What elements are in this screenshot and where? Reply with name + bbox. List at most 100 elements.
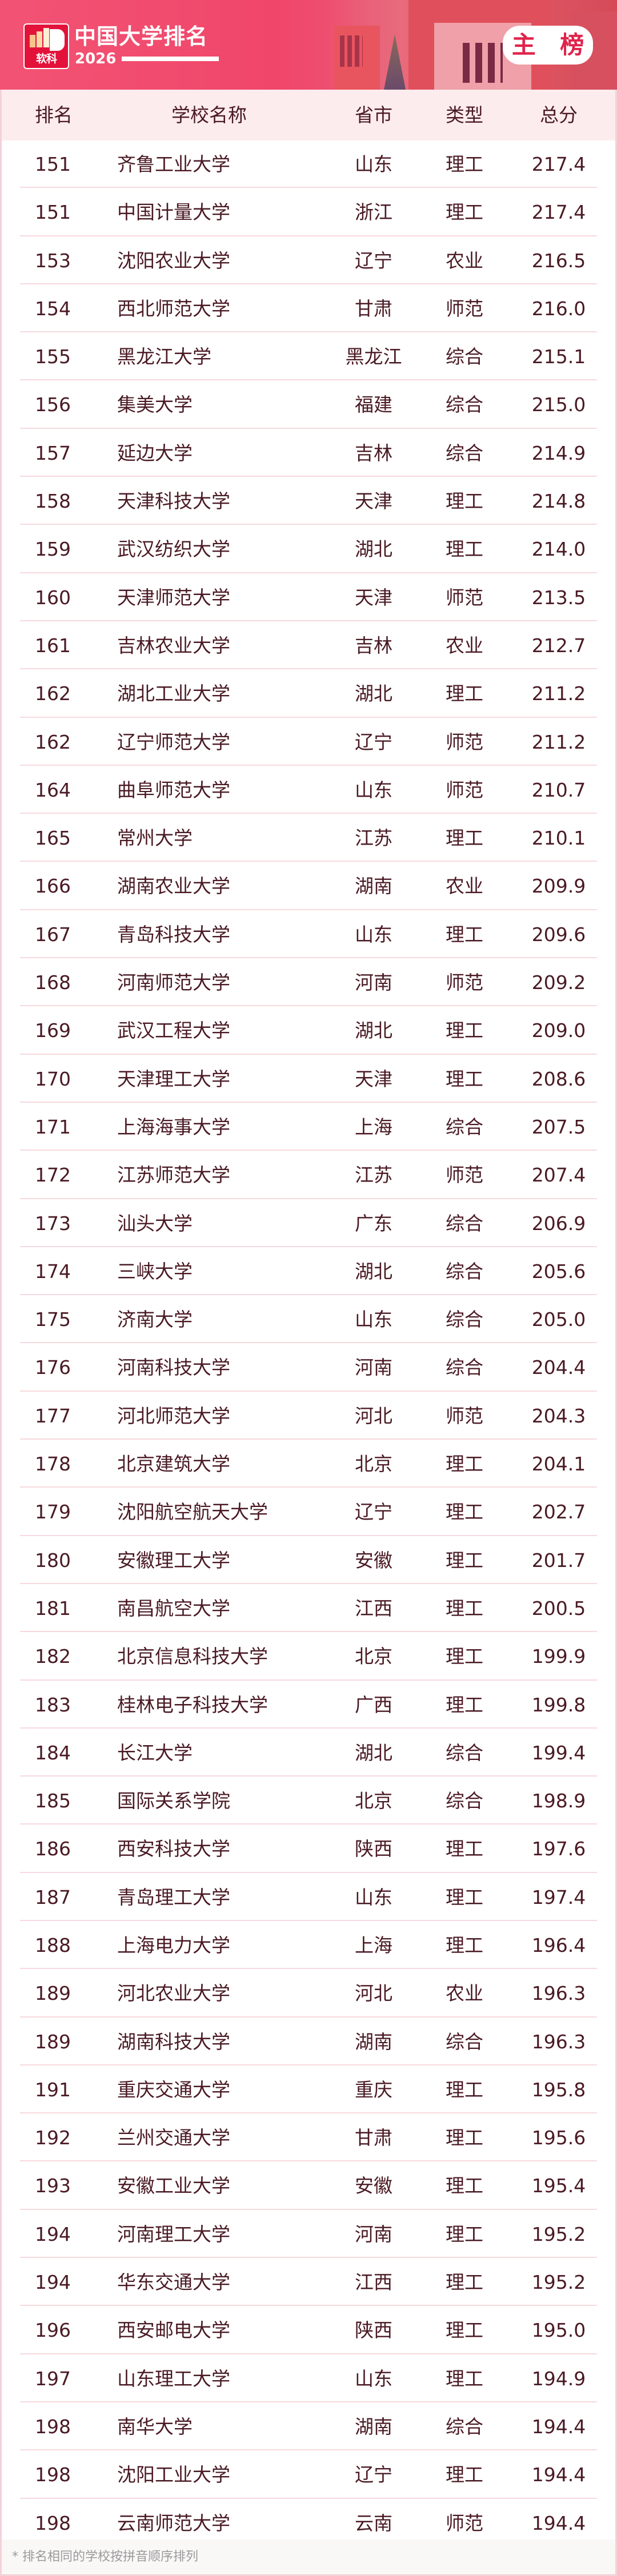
province-cell: 辽宁 bbox=[355, 1501, 392, 1524]
score-cell: 216.0 bbox=[531, 297, 586, 320]
school-name-cell: 中国计量大学 bbox=[117, 201, 230, 224]
type-cell: 理工 bbox=[446, 2175, 483, 2197]
rank-cell: 174 bbox=[35, 1260, 71, 1283]
school-name-cell: 河北师范大学 bbox=[117, 1404, 230, 1427]
score-cell: 196.4 bbox=[531, 1934, 586, 1956]
school-name-cell: 江苏师范大学 bbox=[117, 1164, 230, 1187]
score-cell: 199.4 bbox=[531, 1741, 586, 1764]
score-cell: 194.9 bbox=[531, 2367, 586, 2390]
table-row: 158 天津科技大学 天津 理工 214.8 bbox=[2, 477, 615, 525]
footnote: * 排名相同的学校按拼音顺序排列 bbox=[2, 2539, 615, 2574]
title-underline bbox=[122, 57, 219, 61]
rank-cell: 184 bbox=[35, 1741, 71, 1764]
table-row: 164 曲阜师范大学 山东 师范 210.7 bbox=[2, 766, 615, 814]
province-cell: 广西 bbox=[355, 1693, 392, 1716]
score-cell: 213.5 bbox=[531, 586, 586, 609]
column-header-province: 省市 bbox=[355, 104, 392, 126]
province-cell: 河南 bbox=[355, 2223, 392, 2245]
score-cell: 208.6 bbox=[531, 1067, 586, 1090]
type-cell: 综合 bbox=[446, 345, 483, 368]
rank-cell: 196 bbox=[35, 2319, 71, 2342]
type-cell: 农业 bbox=[446, 634, 483, 657]
school-name-cell: 河南师范大学 bbox=[117, 971, 230, 994]
province-cell: 山东 bbox=[355, 153, 392, 175]
rank-cell: 154 bbox=[35, 297, 71, 320]
type-cell: 师范 bbox=[446, 1404, 483, 1427]
type-cell: 理工 bbox=[446, 827, 483, 850]
building-windows bbox=[340, 35, 363, 67]
table-row: 184 长江大学 湖北 综合 199.4 bbox=[2, 1729, 615, 1777]
province-cell: 辽宁 bbox=[355, 2464, 392, 2486]
score-cell: 207.4 bbox=[531, 1164, 586, 1187]
rank-cell: 188 bbox=[35, 1934, 71, 1956]
score-cell: 194.4 bbox=[531, 2415, 586, 2438]
score-cell: 195.4 bbox=[531, 2175, 586, 2197]
school-name-cell: 北京信息科技大学 bbox=[117, 1645, 268, 1668]
score-cell: 204.4 bbox=[531, 1356, 586, 1379]
rank-cell: 198 bbox=[35, 2511, 71, 2534]
table-row: 171 上海海事大学 上海 综合 207.5 bbox=[2, 1103, 615, 1151]
score-cell: 195.6 bbox=[531, 2127, 586, 2149]
type-cell: 综合 bbox=[446, 1790, 483, 1813]
province-cell: 江苏 bbox=[355, 1164, 392, 1187]
table-row: 188 上海电力大学 上海 理工 196.4 bbox=[2, 1922, 615, 1970]
type-cell: 理工 bbox=[446, 1645, 483, 1668]
score-cell: 202.7 bbox=[531, 1501, 586, 1524]
school-name-cell: 西安科技大学 bbox=[117, 1838, 230, 1860]
rank-cell: 193 bbox=[35, 2175, 71, 2197]
province-cell: 广东 bbox=[355, 1212, 392, 1235]
table-row: 162 湖北工业大学 湖北 理工 211.2 bbox=[2, 670, 615, 718]
rank-cell: 159 bbox=[35, 538, 71, 561]
type-cell: 综合 bbox=[446, 2415, 483, 2438]
type-cell: 理工 bbox=[446, 1886, 483, 1908]
table-row: 157 延边大学 吉林 综合 214.9 bbox=[2, 429, 615, 477]
type-cell: 理工 bbox=[446, 490, 483, 513]
type-cell: 理工 bbox=[446, 1019, 483, 1042]
province-cell: 天津 bbox=[355, 586, 392, 609]
school-name-cell: 桂林电子科技大学 bbox=[117, 1693, 268, 1716]
table-row: 169 武汉工程大学 湖北 理工 209.0 bbox=[2, 1007, 615, 1055]
main-list-badge[interactable]: 主 榜 bbox=[503, 26, 593, 65]
score-cell: 216.5 bbox=[531, 249, 586, 272]
province-cell: 山东 bbox=[355, 1308, 392, 1331]
province-cell: 江苏 bbox=[355, 827, 392, 850]
page-title: 中国大学排名 bbox=[74, 24, 209, 49]
type-cell: 师范 bbox=[446, 586, 483, 609]
school-name-cell: 武汉工程大学 bbox=[117, 1019, 230, 1042]
rank-cell: 153 bbox=[35, 249, 71, 272]
rank-cell: 160 bbox=[35, 586, 71, 609]
rank-cell: 194 bbox=[35, 2223, 71, 2245]
type-cell: 综合 bbox=[446, 1260, 483, 1283]
rank-cell: 198 bbox=[35, 2464, 71, 2486]
type-cell: 理工 bbox=[446, 1067, 483, 1090]
table-row: 198 南华大学 湖南 综合 194.4 bbox=[2, 2403, 615, 2451]
table-row: 189 河北农业大学 河北 农业 196.3 bbox=[2, 1970, 615, 2018]
score-cell: 214.9 bbox=[531, 441, 586, 464]
province-cell: 河北 bbox=[355, 1982, 392, 2005]
rank-cell: 162 bbox=[35, 730, 71, 753]
school-name-cell: 齐鲁工业大学 bbox=[117, 153, 230, 175]
rank-cell: 161 bbox=[35, 634, 71, 657]
rank-cell: 173 bbox=[35, 1212, 71, 1235]
table-row: 180 安徽理工大学 安徽 理工 201.7 bbox=[2, 1537, 615, 1585]
table-row: 177 河北师范大学 河北 师范 204.3 bbox=[2, 1392, 615, 1440]
type-cell: 综合 bbox=[446, 2030, 483, 2053]
score-cell: 195.8 bbox=[531, 2078, 586, 2101]
score-cell: 209.6 bbox=[531, 923, 586, 946]
province-cell: 黑龙江 bbox=[345, 345, 402, 368]
score-cell: 205.0 bbox=[531, 1308, 586, 1331]
table-row: 153 沈阳农业大学 辽宁 农业 216.5 bbox=[2, 237, 615, 285]
score-cell: 195.2 bbox=[531, 2223, 586, 2245]
province-cell: 上海 bbox=[355, 1934, 392, 1956]
column-header-score: 总分 bbox=[540, 104, 578, 126]
province-cell: 北京 bbox=[355, 1453, 392, 1476]
year-label: 2026 bbox=[75, 50, 117, 67]
province-cell: 北京 bbox=[355, 1790, 392, 1813]
table-row: 185 国际关系学院 北京 综合 198.9 bbox=[2, 1777, 615, 1825]
score-cell: 209.0 bbox=[531, 1019, 586, 1042]
province-cell: 山东 bbox=[355, 778, 392, 801]
ranking-table: 排名 学校名称 省市 类型 总分 151 齐鲁工业大学 山东 理工 217.4 151 中国… bbox=[2, 90, 615, 2539]
school-name-cell: 北京建筑大学 bbox=[117, 1453, 230, 1476]
rank-cell: 156 bbox=[35, 393, 71, 416]
rank-cell: 176 bbox=[35, 1356, 71, 1379]
